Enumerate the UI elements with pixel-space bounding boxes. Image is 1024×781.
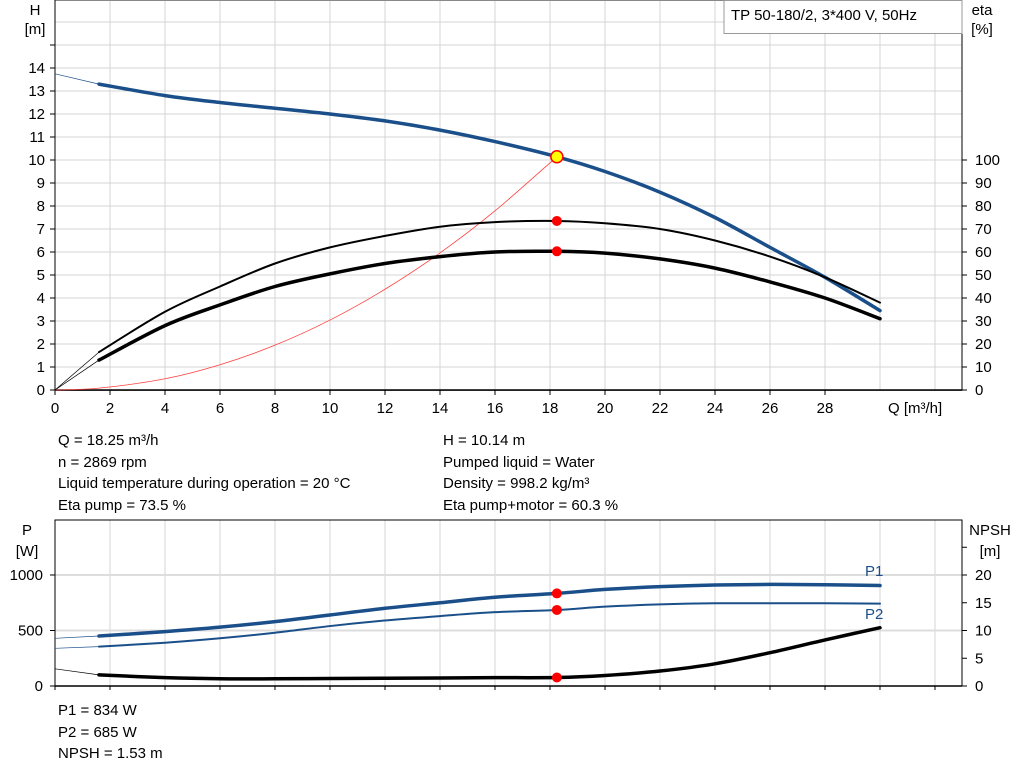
y-tick-label: 5 bbox=[37, 267, 45, 284]
p1-marker bbox=[551, 588, 562, 599]
x-axis-title: Q [m³/h] bbox=[888, 400, 942, 417]
power-axis-unit: [W] bbox=[16, 543, 39, 560]
y-axis-unit: [m] bbox=[25, 21, 46, 38]
info-n: n = 2869 rpm bbox=[58, 453, 147, 471]
y2-tick-label: 90 bbox=[975, 175, 992, 192]
p1-curve-extension bbox=[54, 635, 100, 639]
p1-curve bbox=[97, 582, 882, 638]
npsh-axis-title: NPSH bbox=[969, 522, 1011, 539]
y-tick-label: 13 bbox=[28, 83, 45, 100]
y2-tick-label: 70 bbox=[975, 221, 992, 238]
x-tick-label: 6 bbox=[216, 400, 224, 417]
h-curve bbox=[97, 82, 882, 313]
y-tick-label: 2 bbox=[37, 336, 45, 353]
y-tick-label: 12 bbox=[28, 106, 45, 123]
npsh-axis-unit: [m] bbox=[980, 543, 1001, 560]
eta-pump-motor-curve-extension bbox=[54, 359, 100, 391]
x-tick-label: 20 bbox=[597, 400, 614, 417]
info-p1: P1 = 834 W bbox=[58, 702, 137, 719]
info-p2: P2 = 685 W bbox=[58, 723, 137, 741]
y2-tick-label: 30 bbox=[975, 313, 992, 330]
eta-pump-curve-extension bbox=[54, 351, 100, 391]
p2-curve bbox=[98, 602, 881, 648]
duty-point-marker bbox=[550, 150, 564, 164]
info-right: H = 10.14 m Pumped liquid = Water Densit… bbox=[443, 430, 618, 516]
system-curve bbox=[54, 156, 558, 391]
x-tick-label: 0 bbox=[51, 400, 59, 417]
info-density: Density = 998.2 kg/m³ bbox=[443, 475, 590, 492]
power-y-tick-label: 1000 bbox=[10, 567, 43, 584]
y-tick-label: 6 bbox=[37, 244, 45, 261]
p2-series-label: P2 bbox=[865, 606, 883, 623]
y-tick-label: 0 bbox=[37, 382, 45, 399]
info-bottom: P1 = 834 W P2 = 685 W NPSH = 1.53 m bbox=[58, 700, 163, 765]
x-tick-label: 18 bbox=[542, 400, 559, 417]
npsh-tick-label: 20 bbox=[975, 567, 992, 584]
npsh-tick-label: 10 bbox=[975, 623, 992, 640]
title-box bbox=[723, 0, 963, 34]
y-tick-label: 1 bbox=[37, 359, 45, 376]
p2-marker bbox=[551, 604, 562, 615]
npsh-tick-label: 0 bbox=[975, 678, 983, 695]
y-tick-label: 3 bbox=[37, 313, 45, 330]
npsh-curve bbox=[97, 625, 882, 681]
y2-axis-title: eta bbox=[972, 2, 994, 19]
p2-curve-extension bbox=[54, 646, 100, 649]
x-tick-label: 26 bbox=[762, 400, 779, 417]
y2-tick-label: 20 bbox=[975, 336, 992, 353]
x-tick-label: 22 bbox=[652, 400, 669, 417]
x-tick-label: 4 bbox=[161, 400, 169, 417]
npsh-curve-extension bbox=[54, 668, 100, 676]
q-label-bg bbox=[880, 396, 952, 416]
y2-tick-label: 60 bbox=[975, 244, 992, 261]
x-tick-label: 2 bbox=[106, 400, 114, 417]
npsh-tick-label: 15 bbox=[975, 595, 992, 612]
y2-tick-label: 40 bbox=[975, 290, 992, 307]
y-tick-label: 10 bbox=[28, 152, 45, 169]
y2-tick-label: 10 bbox=[975, 359, 992, 376]
power-y-tick-label: 0 bbox=[35, 678, 43, 695]
info-eta-pump: Eta pump = 73.5 % bbox=[58, 496, 186, 514]
power-axis-title: P bbox=[22, 522, 32, 539]
x-tick-label: 14 bbox=[432, 400, 449, 417]
x-tick-label: 24 bbox=[707, 400, 724, 417]
h-curve-extension bbox=[54, 73, 100, 85]
x-tick-label: 28 bbox=[817, 400, 834, 417]
eta-pump-marker bbox=[551, 215, 562, 226]
plot-frame bbox=[54, 0, 963, 391]
eta-pump-motor-curve bbox=[97, 249, 882, 362]
power-y-tick-label: 500 bbox=[18, 623, 43, 640]
y-axis-title: H bbox=[30, 2, 41, 19]
y2-tick-label: 80 bbox=[975, 198, 992, 215]
chart-title: TP 50-180/2, 3*400 V, 50Hz bbox=[731, 7, 917, 24]
x-tick-label: 16 bbox=[487, 400, 504, 417]
y-tick-label: 4 bbox=[37, 290, 45, 307]
p1-series-label: P1 bbox=[865, 563, 883, 580]
eta-pump-motor-marker bbox=[551, 246, 562, 257]
info-q: Q = 18.25 m³/h bbox=[58, 432, 159, 449]
y-tick-label: 9 bbox=[37, 175, 45, 192]
info-npsh: NPSH = 1.53 m bbox=[58, 745, 163, 762]
y2-axis-unit: [%] bbox=[971, 21, 993, 38]
x-tick-label: 8 bbox=[271, 400, 279, 417]
info-temp: Liquid temperature during operation = 20… bbox=[58, 475, 351, 492]
info-left: Q = 18.25 m³/h n = 2869 rpm Liquid tempe… bbox=[58, 430, 350, 516]
y-tick-label: 7 bbox=[37, 221, 45, 238]
info-h: H = 10.14 m bbox=[443, 432, 526, 449]
y2-tick-label: 50 bbox=[975, 267, 992, 284]
y-tick-label: 14 bbox=[28, 60, 45, 77]
eta-pump-curve bbox=[98, 219, 881, 354]
npsh-tick-label: 5 bbox=[975, 650, 983, 667]
x-tick-label: 12 bbox=[377, 400, 394, 417]
y-tick-label: 8 bbox=[37, 198, 45, 215]
x-tick-label: 10 bbox=[322, 400, 339, 417]
info-eta-pump-motor: Eta pump+motor = 60.3 % bbox=[443, 496, 619, 514]
y2-tick-label: 0 bbox=[975, 382, 983, 399]
npsh-marker bbox=[551, 672, 562, 683]
y2-tick-label: 100 bbox=[975, 152, 1000, 169]
info-liquid: Pumped liquid = Water bbox=[443, 453, 595, 471]
y-tick-label: 11 bbox=[29, 129, 45, 146]
